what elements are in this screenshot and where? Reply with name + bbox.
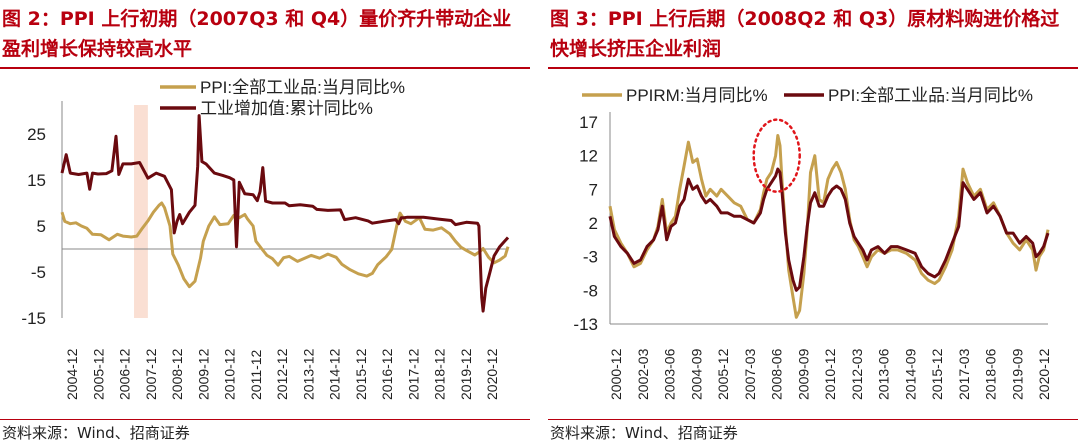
chart-ppirm-vs-ppi: 17 12 7 2 -3 -8 -13 2000-12 2002-03 2003-06 2004-0… bbox=[573, 86, 1052, 400]
x-tick-label: 2020-12 bbox=[1036, 348, 1052, 400]
source-note: 资料来源：Wind、招商证券 bbox=[550, 424, 738, 442]
legend-label: PPI:全部工业品:当月同比% bbox=[828, 86, 1033, 105]
x-tick-label: 2014-12 bbox=[327, 348, 343, 400]
x-tick-label: 2020-12 bbox=[484, 348, 500, 400]
x-tick-label: 2013-12 bbox=[300, 348, 316, 400]
legend-label: PPI:全部工业品:当月同比% bbox=[200, 78, 405, 97]
y-tick-label: -8 bbox=[583, 281, 598, 300]
x-tick-label: 2006-12 bbox=[117, 348, 133, 400]
x-tick-label: 2000-12 bbox=[608, 348, 624, 400]
series-line bbox=[60, 201, 510, 289]
x-tick-label: 2004-12 bbox=[64, 348, 80, 400]
x-tick-label: 2017-03 bbox=[956, 348, 972, 400]
x-tick-label: 2015-12 bbox=[929, 348, 945, 400]
source-divider bbox=[0, 419, 530, 420]
y-tick-label: -3 bbox=[583, 248, 598, 267]
chart-title: 图 2：PPI 上行初期（2007Q3 和 Q4）量价齐升带动企业盈利增长保持较… bbox=[2, 8, 512, 60]
y-tick-label: 15 bbox=[27, 171, 46, 190]
chart-panel-ppi-industrial: 图 2：PPI 上行初期（2007Q3 和 Q4）量价齐升带动企业盈利增长保持较… bbox=[0, 0, 530, 444]
x-tick-label: 2019-09 bbox=[1009, 348, 1025, 400]
x-tick-label: 2012-03 bbox=[849, 348, 865, 400]
chart-ppi-vs-industrial-value-added: 25 15 5 -5 -15 2004-12 2005-12 2006-12 2007-12 20… bbox=[21, 78, 510, 400]
highlight-ellipse bbox=[752, 118, 801, 193]
title-divider bbox=[0, 67, 530, 69]
legend-label: 工业增加值:累计同比% bbox=[200, 99, 373, 118]
x-tick-label: 2004-09 bbox=[688, 348, 704, 400]
x-tick-label: 2019-12 bbox=[458, 348, 474, 400]
y-tick-label: 5 bbox=[37, 217, 46, 236]
x-tick-label: 2002-03 bbox=[635, 348, 651, 400]
x-tick-label: 2005-12 bbox=[715, 348, 731, 400]
x-tick-label: 2012-12 bbox=[274, 348, 290, 400]
x-tick-label: 2008-06 bbox=[769, 348, 785, 400]
x-tick-label: 2010-12 bbox=[222, 348, 238, 400]
x-tick-label: 2005-12 bbox=[90, 348, 106, 400]
x-tick-label: 2011-12 bbox=[248, 349, 264, 400]
x-tick-label: 2018-06 bbox=[983, 348, 999, 400]
source-note: 资料来源：Wind、招商证券 bbox=[2, 424, 190, 442]
chart-title: 图 3：PPI 上行后期（2008Q2 和 Q3）原材料购进价格过快增长挤压企业… bbox=[550, 8, 1060, 60]
y-tick-label: 25 bbox=[27, 125, 46, 144]
series-line bbox=[608, 167, 1050, 292]
source-divider bbox=[548, 419, 1078, 420]
series-line bbox=[60, 114, 510, 313]
y-tick-label: -15 bbox=[21, 309, 46, 328]
x-tick-label: 2003-06 bbox=[662, 348, 678, 400]
x-tick-label: 2009-12 bbox=[195, 348, 211, 400]
x-tick-label: 2016-12 bbox=[379, 348, 395, 400]
y-tick-label: 2 bbox=[589, 214, 598, 233]
x-tick-label: 2010-12 bbox=[822, 348, 838, 400]
chart-panel-ppirm-ppi: 图 3：PPI 上行后期（2008Q2 和 Q3）原材料购进价格过快增长挤压企业… bbox=[548, 0, 1078, 444]
title-divider bbox=[548, 67, 1078, 69]
y-tick-label: 7 bbox=[589, 180, 598, 199]
legend-label: PPIRM:当月同比% bbox=[626, 86, 768, 105]
y-tick-label: 17 bbox=[579, 113, 598, 132]
x-tick-label: 2008-12 bbox=[169, 348, 185, 400]
x-tick-label: 2007-12 bbox=[143, 348, 159, 400]
x-tick-label: 2007-03 bbox=[742, 348, 758, 400]
x-tick-label: 2013-06 bbox=[876, 348, 892, 400]
x-tick-label: 2017-12 bbox=[405, 348, 421, 400]
y-tick-label: -5 bbox=[31, 263, 46, 282]
y-tick-label: 12 bbox=[579, 147, 598, 166]
x-tick-label: 2014-09 bbox=[902, 348, 918, 400]
x-tick-label: 2015-12 bbox=[353, 348, 369, 400]
x-tick-label: 2009-09 bbox=[795, 348, 811, 400]
x-tick-label: 2018-12 bbox=[432, 348, 448, 400]
y-tick-label: -13 bbox=[573, 315, 598, 334]
highlight-band bbox=[134, 105, 148, 318]
series-line bbox=[608, 134, 1050, 319]
